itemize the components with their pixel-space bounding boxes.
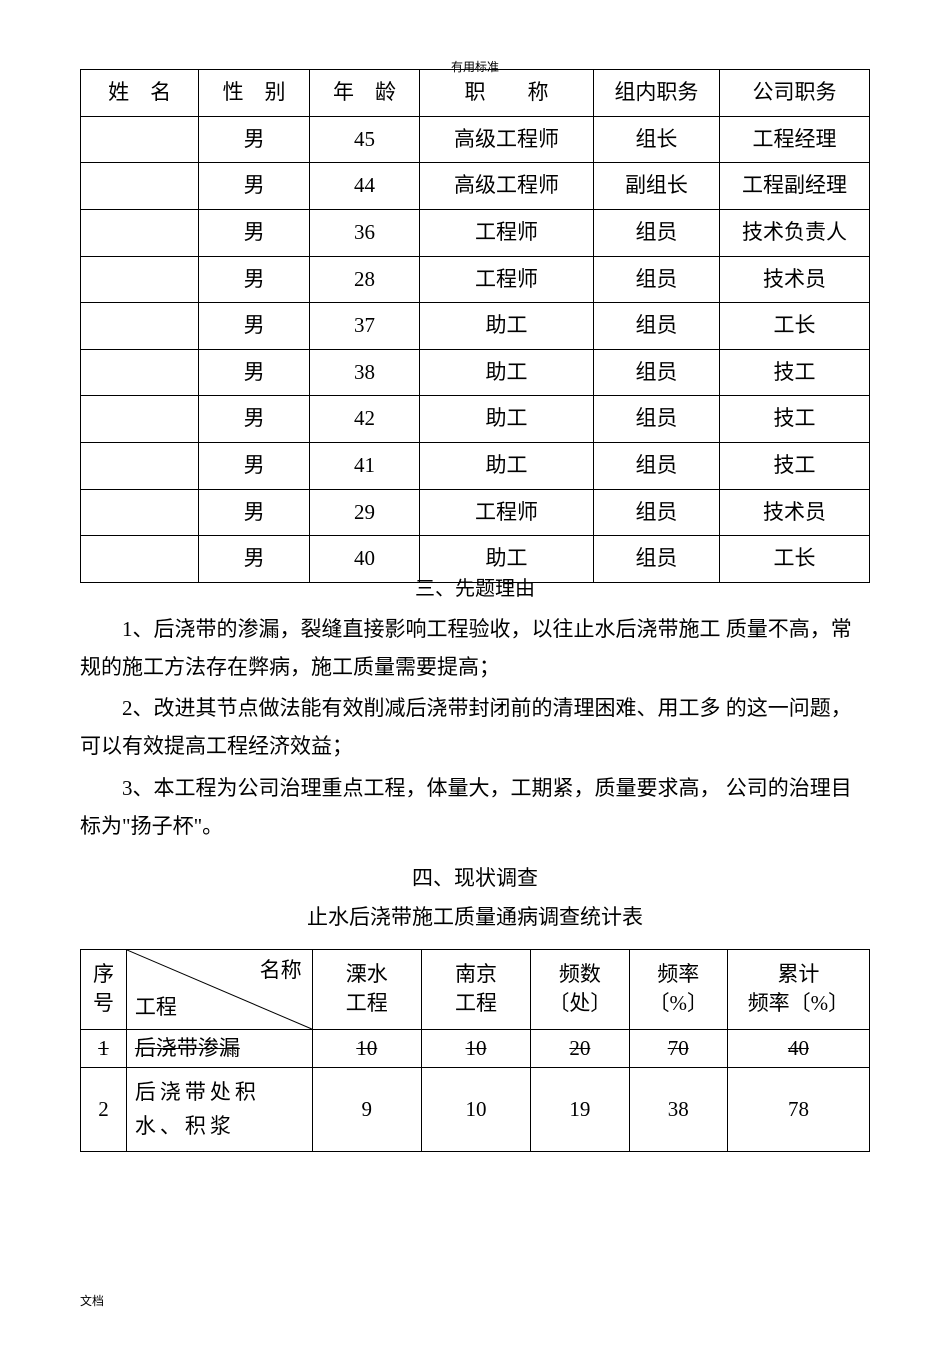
table-cell: 29	[309, 489, 419, 536]
table-cell: 40	[727, 1029, 869, 1068]
table-cell: 技术负责人	[720, 209, 870, 256]
col-nanjing-header: 南京工程	[421, 949, 530, 1029]
table-cell: 组员	[593, 349, 719, 396]
header-label: 有用标准	[80, 58, 870, 77]
col-rate-header: 频率〔%〕	[629, 949, 727, 1029]
table-cell: 技术员	[720, 256, 870, 303]
table-cell	[81, 489, 199, 536]
table-cell: 男	[199, 489, 309, 536]
table-row: 2后浇带处积水、积浆910193878	[81, 1068, 870, 1152]
table-cell: 男	[199, 116, 309, 163]
table-cell: 助工	[420, 442, 594, 489]
table-cell: 助工	[420, 303, 594, 350]
table-cell: 组长	[593, 116, 719, 163]
table-cell: 男	[199, 163, 309, 210]
table-cell: 2	[81, 1068, 127, 1152]
table-cell: 20	[531, 1029, 629, 1068]
table-row: 男38助工组员技工	[81, 349, 870, 396]
paragraph-2: 2、改进其节点做法能有效削减后浇带封闭前的清理困难、用工多 的这一问题，可以有效…	[80, 690, 870, 766]
table-cell: 后浇带处积水、积浆	[126, 1068, 312, 1152]
table-cell: 工程经理	[720, 116, 870, 163]
diag-top-label: 名称	[260, 954, 302, 988]
table-cell: 工程师	[420, 209, 594, 256]
table-row: 男45高级工程师组长工程经理	[81, 116, 870, 163]
table-row: 男41助工组员技工	[81, 442, 870, 489]
table-cell: 38	[309, 349, 419, 396]
table-cell: 男	[199, 442, 309, 489]
table-cell: 男	[199, 303, 309, 350]
table-row: 男29工程师组员技术员	[81, 489, 870, 536]
table-cell: 技工	[720, 442, 870, 489]
table-cell: 组员	[593, 256, 719, 303]
table-cell: 技工	[720, 396, 870, 443]
table-cell: 70	[629, 1029, 727, 1068]
table-cell: 组员	[593, 396, 719, 443]
table-cell: 42	[309, 396, 419, 443]
table-cell	[81, 303, 199, 350]
table-cell: 工长	[720, 303, 870, 350]
table-cell: 技术员	[720, 489, 870, 536]
diagonal-header: 名称 工程	[126, 949, 312, 1029]
section4-title: 四、现状调查	[80, 862, 870, 896]
table-cell: 男	[199, 396, 309, 443]
survey-table: 序号 名称 工程 溧水工程 南京工程 频数〔处〕 频率〔%〕 累计频率〔%〕 1…	[80, 949, 870, 1153]
table-cell: 45	[309, 116, 419, 163]
diag-bottom-label: 工程	[135, 991, 177, 1025]
table-cell: 10	[421, 1029, 530, 1068]
table-cell: 工程师	[420, 256, 594, 303]
paragraph-3: 3、本工程为公司治理重点工程，体量大，工期紧，质量要求高， 公司的治理目标为"扬…	[80, 770, 870, 846]
table-cell: 高级工程师	[420, 163, 594, 210]
table-row: 男28工程师组员技术员	[81, 256, 870, 303]
col-freq-header: 频数〔处〕	[531, 949, 629, 1029]
col-cumrate-header: 累计频率〔%〕	[727, 949, 869, 1029]
table-cell: 男	[199, 209, 309, 256]
table-cell: 44	[309, 163, 419, 210]
table-cell: 工程师	[420, 489, 594, 536]
table-row: 男42助工组员技工	[81, 396, 870, 443]
table-cell: 37	[309, 303, 419, 350]
table-row: 1后浇带渗漏1010207040	[81, 1029, 870, 1068]
table-cell	[81, 256, 199, 303]
table-cell: 后浇带渗漏	[126, 1029, 312, 1068]
table-cell: 组员	[593, 303, 719, 350]
section4-subtitle: 止水后浇带施工质量通病调查统计表	[80, 901, 870, 935]
table-row: 男37助工组员工长	[81, 303, 870, 350]
table-cell	[81, 396, 199, 443]
table-cell: 1	[81, 1029, 127, 1068]
table-cell	[81, 163, 199, 210]
table-cell: 组员	[593, 442, 719, 489]
table-cell	[81, 349, 199, 396]
survey-header-row: 序号 名称 工程 溧水工程 南京工程 频数〔处〕 频率〔%〕 累计频率〔%〕	[81, 949, 870, 1029]
table-cell	[81, 442, 199, 489]
section3-title: 三、先题理由	[80, 573, 870, 605]
table-cell: 41	[309, 442, 419, 489]
footer-note: 文档	[80, 1292, 870, 1311]
table-cell: 男	[199, 256, 309, 303]
table-cell: 10	[421, 1068, 530, 1152]
table-cell: 男	[199, 349, 309, 396]
table-cell: 28	[309, 256, 419, 303]
personnel-table: 姓 名 性 别 年 龄 职 称 组内职务 公司职务 男45高级工程师组长工程经理…	[80, 69, 870, 583]
table-cell: 副组长	[593, 163, 719, 210]
table-row: 男44高级工程师副组长工程副经理	[81, 163, 870, 210]
table-cell: 36	[309, 209, 419, 256]
table-cell: 10	[312, 1029, 421, 1068]
table-cell: 9	[312, 1068, 421, 1152]
table-cell: 助工	[420, 396, 594, 443]
table-cell: 38	[629, 1068, 727, 1152]
table-cell	[81, 116, 199, 163]
table-cell: 技工	[720, 349, 870, 396]
table-cell: 78	[727, 1068, 869, 1152]
table-row: 男36工程师组员技术负责人	[81, 209, 870, 256]
table-cell: 19	[531, 1068, 629, 1152]
col-lishui-header: 溧水工程	[312, 949, 421, 1029]
table-cell: 组员	[593, 489, 719, 536]
paragraph-1: 1、后浇带的渗漏，裂缝直接影响工程验收，以往止水后浇带施工 质量不高，常规的施工…	[80, 611, 870, 687]
table-cell: 高级工程师	[420, 116, 594, 163]
table-cell: 工程副经理	[720, 163, 870, 210]
table-cell: 组员	[593, 209, 719, 256]
table-cell: 助工	[420, 349, 594, 396]
col-seq-header: 序号	[81, 949, 127, 1029]
table-cell	[81, 209, 199, 256]
